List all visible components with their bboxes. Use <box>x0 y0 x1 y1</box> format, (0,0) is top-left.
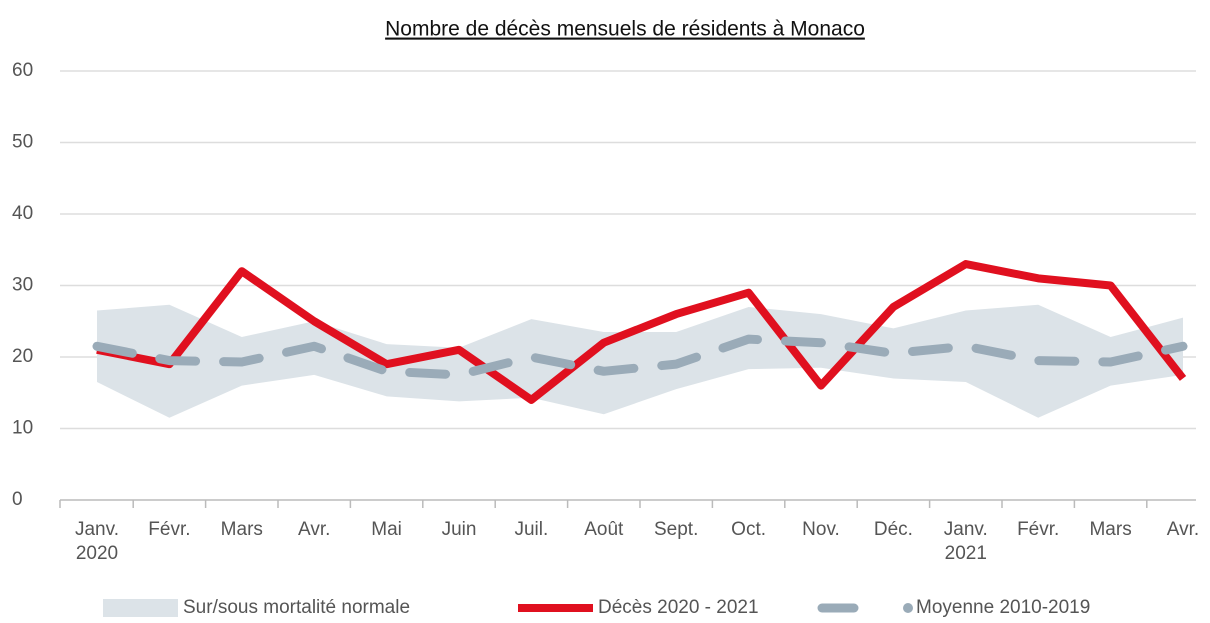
x-tick-label: Févr. <box>1017 519 1060 540</box>
x-tick-label: Juin <box>441 519 477 540</box>
legend-label: Sur/sous mortalité normale <box>183 597 410 618</box>
y-tick-label: 30 <box>12 275 33 296</box>
x-tick-label: Déc. <box>873 519 913 540</box>
x-tick-label: Avr. <box>297 519 331 540</box>
line-series <box>96 260 1187 404</box>
y-tick-label: 10 <box>12 418 33 439</box>
x-tick-label: Avr. <box>1166 519 1200 540</box>
legend-label: Moyenne 2010-2019 <box>916 597 1090 618</box>
x-tick-label: Août <box>584 519 624 540</box>
y-tick-label: 0 <box>12 489 23 510</box>
line-series <box>92 334 1188 380</box>
legend-label: Décès 2020 - 2021 <box>598 597 759 618</box>
x-tick-label: Janv. 2020 <box>74 519 119 564</box>
x-tick-label: Janv. 2021 <box>943 519 988 564</box>
x-tick-label: Sept. <box>654 519 699 540</box>
y-tick-label: 40 <box>12 203 33 224</box>
chart-title: Nombre de décès mensuels de résidents à … <box>385 18 865 41</box>
x-tick-label: Nov. <box>802 519 840 540</box>
x-tick-label: Mars <box>220 519 263 540</box>
x-tick-label: Juil. <box>514 519 549 540</box>
x-tick-label: Févr. <box>148 519 191 540</box>
legend-swatch <box>103 599 178 617</box>
band-area <box>97 304 1183 418</box>
y-tick-label: 50 <box>12 132 33 153</box>
x-tick-label: Mai <box>371 519 402 540</box>
x-tick-label: Oct. <box>731 519 767 540</box>
legend-marker <box>903 603 913 613</box>
y-tick-label: 60 <box>12 60 33 81</box>
y-tick-label: 20 <box>12 346 33 367</box>
x-tick-label: Mars <box>1089 519 1132 540</box>
